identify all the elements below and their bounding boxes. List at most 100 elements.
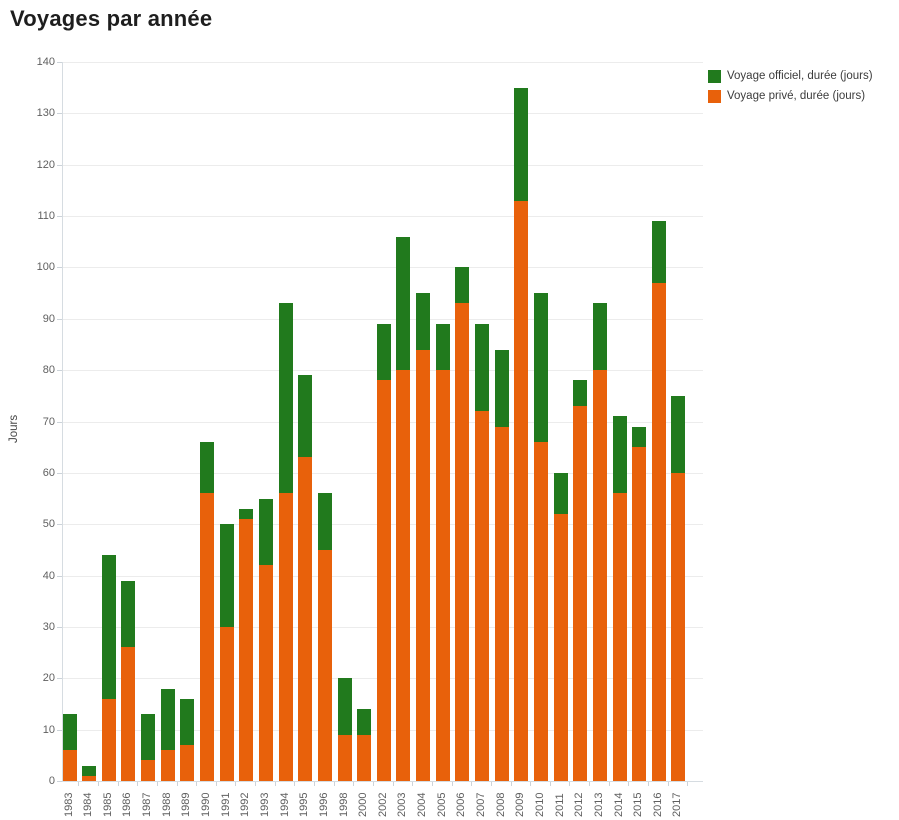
bar-segment-prive-2000[interactable] [357, 734, 372, 781]
y-tick-label-130: 130 [36, 107, 55, 120]
bar-segment-prive-1988[interactable] [160, 750, 175, 781]
bar-segment-prive-2012[interactable] [573, 406, 588, 781]
x-tick-mark-8 [215, 782, 217, 786]
x-tick-mark-12 [294, 782, 296, 786]
y-tick-mark-140 [57, 62, 62, 63]
x-tick-label-1991: 1991 [219, 792, 232, 817]
y-tick-label-30: 30 [42, 620, 55, 633]
bar-segment-prive-2003[interactable] [396, 370, 411, 781]
bar-segment-prive-1993[interactable] [258, 565, 273, 781]
bar-segment-officiel-1998[interactable] [337, 678, 352, 735]
bar-segment-prive-1998[interactable] [337, 734, 352, 781]
x-tick-mark-3 [117, 782, 119, 786]
plot-area [62, 62, 703, 782]
bar-segment-prive-2017[interactable] [671, 472, 686, 781]
x-tick-mark-27 [589, 782, 591, 786]
x-tick-mark-5 [156, 782, 158, 786]
bar-segment-officiel-1984[interactable] [82, 765, 97, 776]
bar-segment-officiel-1994[interactable] [278, 303, 293, 494]
bar-segment-officiel-1991[interactable] [219, 524, 234, 627]
y-tick-label-40: 40 [42, 569, 55, 582]
bar-segment-prive-1985[interactable] [101, 698, 116, 781]
bar-segment-officiel-2002[interactable] [376, 323, 391, 381]
bar-segment-prive-1990[interactable] [200, 493, 214, 781]
y-tick-mark-30 [57, 626, 62, 628]
legend: Voyage officiel, durée (jours) Voyage pr… [708, 70, 873, 110]
bar-segment-officiel-2003[interactable] [396, 236, 411, 371]
bar-segment-prive-2010[interactable] [533, 442, 548, 781]
bar-segment-officiel-1983[interactable] [62, 714, 77, 751]
bar-segment-officiel-1987[interactable] [141, 714, 156, 761]
bar-segment-prive-1984[interactable] [82, 775, 97, 781]
bar-segment-officiel-2000[interactable] [357, 709, 372, 735]
bar-segment-officiel-2013[interactable] [592, 303, 607, 371]
bar-segment-officiel-2014[interactable] [612, 416, 627, 494]
bar-segment-officiel-2010[interactable] [533, 293, 548, 443]
bar-segment-officiel-1986[interactable] [121, 580, 136, 648]
bar-segment-prive-1983[interactable] [62, 750, 77, 781]
bar-segment-officiel-1989[interactable] [180, 698, 195, 746]
bar-segment-prive-2015[interactable] [632, 447, 647, 781]
y-tick-label-70: 70 [42, 415, 55, 428]
bar-segment-prive-1992[interactable] [239, 519, 254, 781]
bar-segment-officiel-2006[interactable] [455, 267, 470, 304]
bar-segment-officiel-2016[interactable] [651, 221, 666, 283]
bar-segment-officiel-1992[interactable] [239, 508, 254, 520]
bar-segment-officiel-2017[interactable] [671, 395, 686, 473]
x-tick-mark-6 [176, 782, 178, 786]
bar-segment-prive-1989[interactable] [180, 745, 195, 781]
bar-segment-prive-1991[interactable] [219, 626, 234, 781]
y-tick-label-50: 50 [42, 518, 55, 531]
bar-segment-officiel-2008[interactable] [494, 349, 509, 427]
x-tick-label-2013: 2013 [592, 792, 605, 817]
bar-segment-officiel-2005[interactable] [435, 323, 450, 371]
bar-segment-officiel-2015[interactable] [632, 426, 647, 448]
bar-segment-prive-2005[interactable] [435, 370, 450, 781]
legend-swatch-prive-icon [708, 90, 721, 103]
legend-item-officiel[interactable]: Voyage officiel, durée (jours) [708, 70, 873, 83]
x-tick-label-1983: 1983 [62, 792, 75, 817]
bar-segment-prive-1994[interactable] [278, 493, 293, 781]
bar-segment-officiel-1985[interactable] [101, 555, 116, 699]
bar-segment-prive-2014[interactable] [612, 493, 627, 781]
bar-segment-prive-1996[interactable] [317, 549, 332, 781]
gridline-100 [63, 267, 703, 269]
x-tick-label-1996: 1996 [317, 792, 330, 817]
y-tick-mark-10 [57, 729, 62, 731]
bar-segment-officiel-1993[interactable] [258, 498, 273, 566]
bar-segment-officiel-1990[interactable] [200, 442, 214, 494]
x-axis: 1983 1984 1985 1986 1987 1988 1989 1990 1991 1992… [62, 787, 702, 820]
bar-segment-prive-2008[interactable] [494, 426, 509, 781]
bar-segment-prive-1986[interactable] [121, 647, 136, 781]
bar-segment-prive-2016[interactable] [651, 282, 666, 781]
bar-segment-officiel-2011[interactable] [553, 472, 568, 514]
bar-segment-prive-2002[interactable] [376, 380, 391, 781]
x-tick-mark-13 [314, 782, 316, 786]
y-tick-label-100: 100 [36, 261, 55, 274]
bar-segment-officiel-1995[interactable] [298, 375, 313, 458]
bar-segment-officiel-2009[interactable] [514, 87, 529, 201]
bar-segment-prive-2009[interactable] [514, 200, 529, 781]
bar-segment-prive-1995[interactable] [298, 457, 313, 781]
bar-segment-officiel-2007[interactable] [475, 323, 490, 412]
bar-segment-prive-2013[interactable] [592, 370, 607, 781]
bar-segment-prive-2011[interactable] [553, 513, 568, 781]
bar-segment-officiel-1988[interactable] [160, 688, 175, 751]
x-tick-label-1994: 1994 [278, 792, 291, 817]
x-tick-mark-14 [333, 782, 335, 786]
x-tick-label-1987: 1987 [141, 792, 154, 817]
y-tick-mark-40 [57, 575, 62, 577]
x-tick-label-2016: 2016 [651, 792, 664, 817]
bar-segment-officiel-2004[interactable] [416, 293, 431, 350]
bar-segment-officiel-2012[interactable] [573, 380, 588, 407]
bar-segment-prive-2006[interactable] [455, 303, 470, 781]
bar-segment-officiel-1996[interactable] [317, 493, 332, 550]
legend-label-prive: Voyage privé, durée (jours) [727, 90, 866, 102]
y-tick-mark-100 [57, 267, 62, 269]
x-tick-mark-22 [490, 782, 492, 786]
bar-segment-prive-2007[interactable] [475, 411, 490, 781]
y-tick-label-20: 20 [42, 672, 55, 685]
bar-segment-prive-1987[interactable] [141, 760, 156, 781]
legend-item-prive[interactable]: Voyage privé, durée (jours) [708, 90, 873, 103]
bar-segment-prive-2004[interactable] [416, 349, 431, 781]
